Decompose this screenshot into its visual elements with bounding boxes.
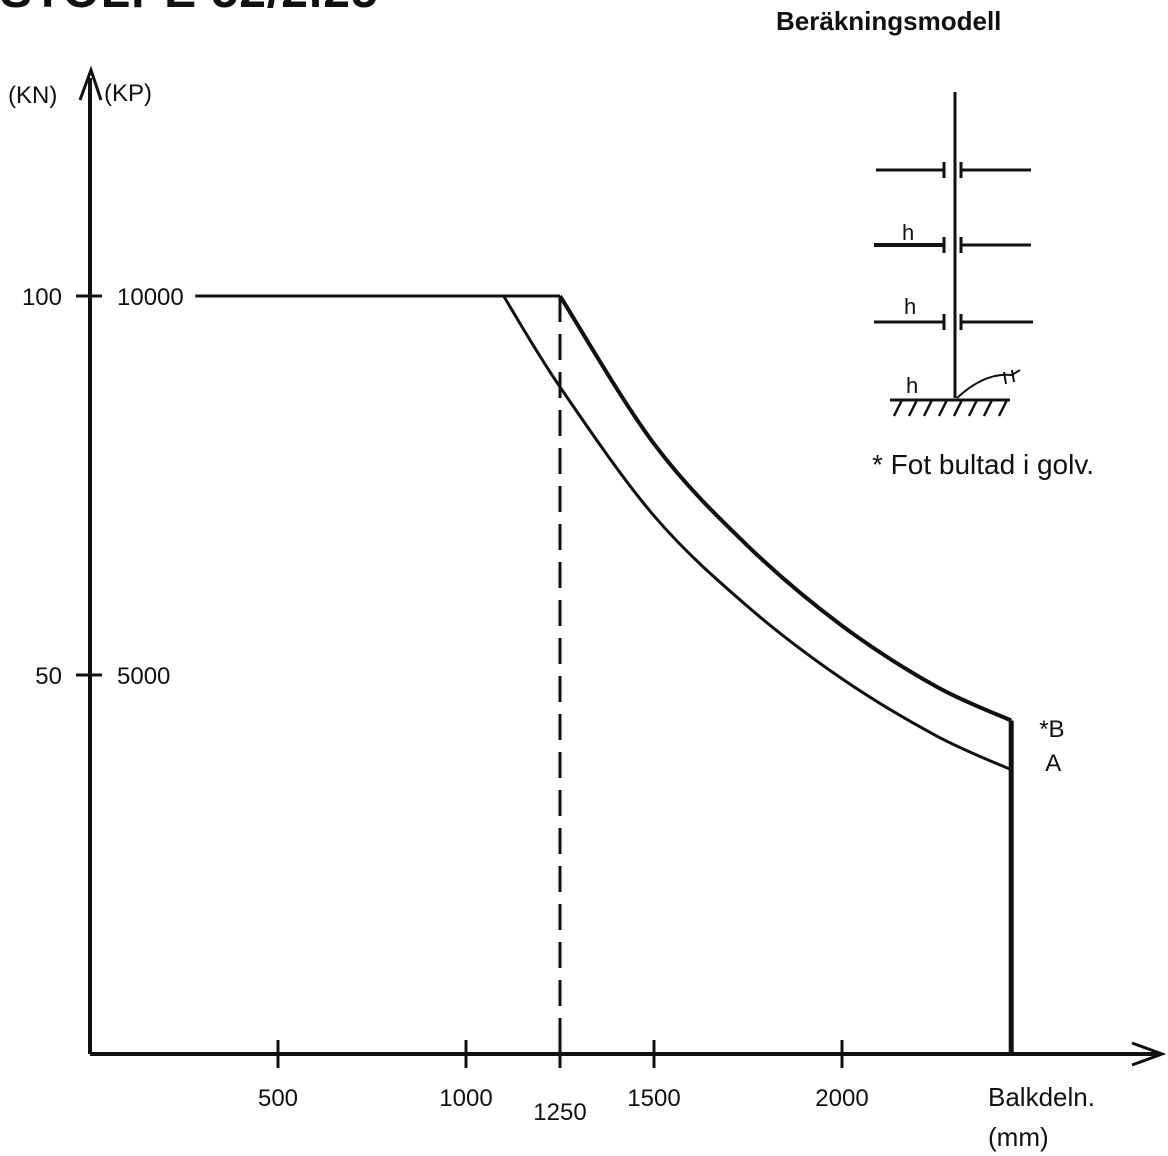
y-axis-unit-kn: (KN) xyxy=(8,82,57,109)
series-a-label: A xyxy=(1045,750,1061,777)
x-tick-label: 1000 xyxy=(439,1085,492,1112)
y-tick-label-kp: 5000 xyxy=(117,663,170,690)
y-axis-unit-kp: (KP) xyxy=(104,80,152,107)
calculation-model-diagram xyxy=(874,92,1033,417)
y-axis-arrow-icon xyxy=(78,65,103,101)
x-tick-label: 1250 xyxy=(533,1099,586,1126)
model-bolt-sketch xyxy=(956,369,1021,399)
y-tick-label-kp: 10000 xyxy=(117,284,184,311)
series-b-line xyxy=(558,294,1013,723)
model-beam-label-1: h xyxy=(902,220,914,245)
model-beam-label-2: h xyxy=(904,294,916,319)
model-title: Beräkningsmodell xyxy=(776,6,1002,36)
series-a-line xyxy=(502,295,1012,772)
x-axis-label: Balkdeln. xyxy=(988,1082,1095,1112)
y-tick-label-kn: 100 xyxy=(22,284,62,311)
series-b-label: *B xyxy=(1039,716,1064,743)
x-tick-label: 500 xyxy=(258,1085,298,1112)
x-tick-label: 1500 xyxy=(627,1085,680,1112)
model-beam-label-3: h xyxy=(906,373,918,398)
model-footnote: * Fot bultad i golv. xyxy=(872,449,1094,480)
y-tick-label-kn: 50 xyxy=(35,663,62,690)
x-tick-label: 2000 xyxy=(815,1085,868,1112)
page-title: STOLPE 52/2.25 xyxy=(0,0,379,19)
x-axis-unit: (mm) xyxy=(988,1122,1049,1152)
model-floor-hatch xyxy=(892,399,1009,417)
x-axis-arrow-icon xyxy=(1131,1041,1167,1067)
